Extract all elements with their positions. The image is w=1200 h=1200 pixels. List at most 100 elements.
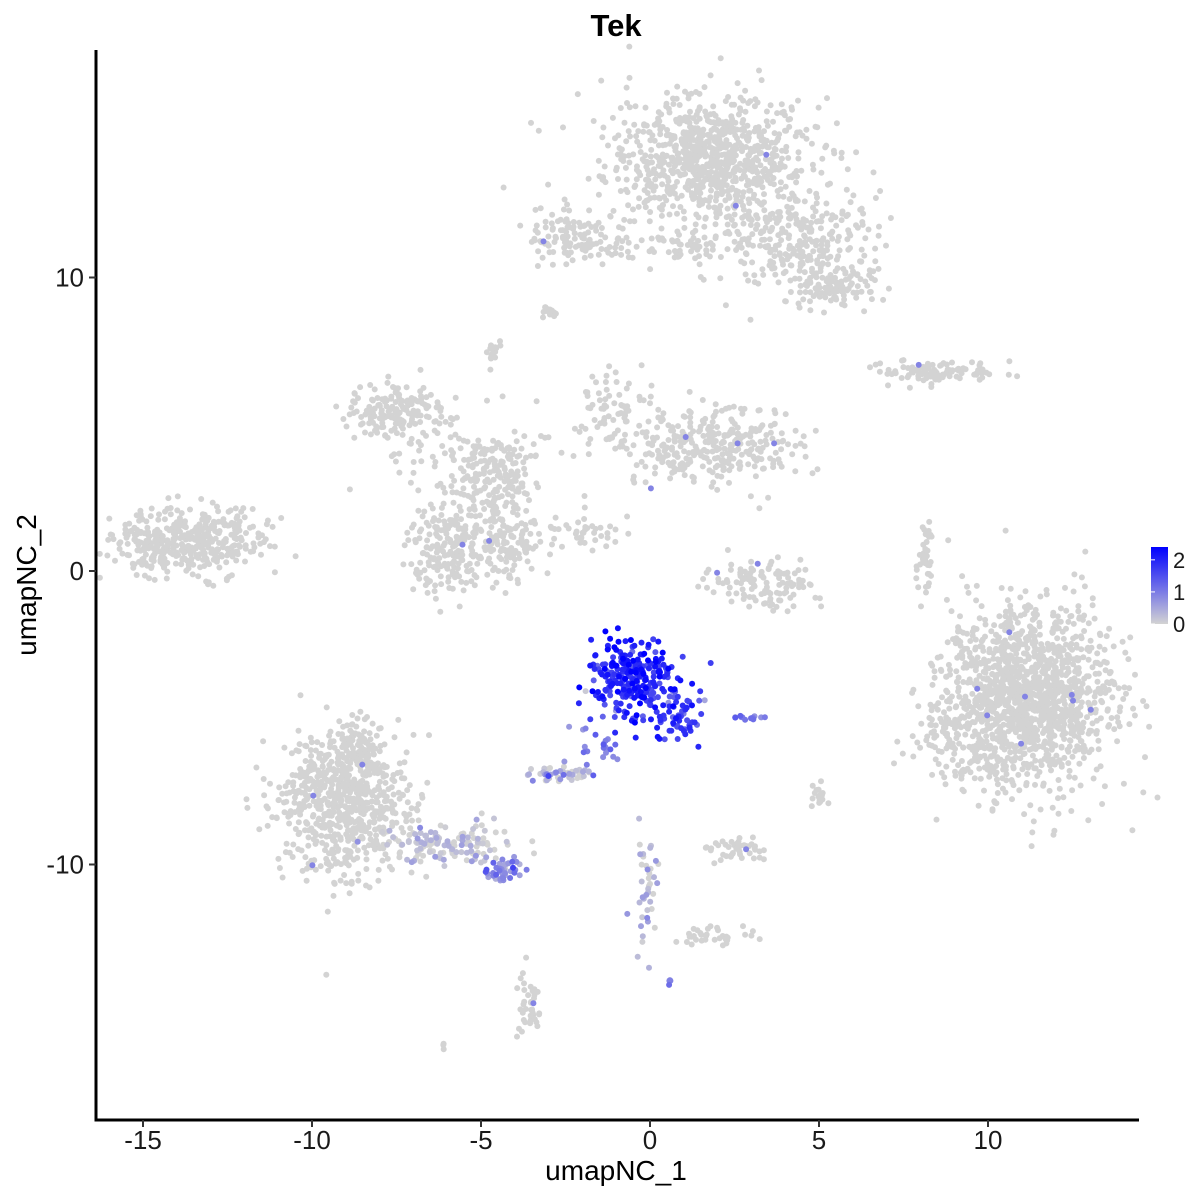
scatter-point xyxy=(1005,371,1012,378)
scatter-point xyxy=(966,649,973,656)
scatter-point xyxy=(623,186,629,193)
scatter-point xyxy=(751,175,758,182)
scatter-point xyxy=(955,688,962,695)
scatter-point xyxy=(447,434,454,441)
scatter-point xyxy=(646,129,653,136)
scatter-point xyxy=(784,608,791,615)
scatter-point xyxy=(1062,706,1069,712)
scatter-point xyxy=(785,209,792,216)
scatter-point xyxy=(692,221,699,228)
scatter-point xyxy=(927,559,934,565)
scatter-point xyxy=(540,314,546,321)
scatter-point xyxy=(742,87,749,94)
scatter-point xyxy=(771,265,778,271)
scatter-point xyxy=(746,208,752,215)
scatter-point xyxy=(636,422,643,429)
scatter-point xyxy=(828,275,835,282)
scatter-point xyxy=(1055,810,1062,817)
scatter-point xyxy=(755,455,762,462)
scatter-point xyxy=(681,464,688,471)
scatter-point xyxy=(1012,615,1019,622)
scatter-point xyxy=(362,429,368,436)
scatter-point xyxy=(197,522,203,529)
scatter-point xyxy=(475,437,482,444)
scatter-point xyxy=(651,194,658,201)
scatter-point xyxy=(929,771,936,778)
scatter-point xyxy=(817,225,824,232)
scatter-point xyxy=(464,438,471,445)
scatter-point xyxy=(1068,730,1074,737)
scatter-point xyxy=(960,365,967,372)
scatter-point xyxy=(643,158,650,165)
scatter-point xyxy=(151,576,158,583)
scatter-point xyxy=(778,446,785,453)
scatter-point xyxy=(660,410,667,417)
scatter-point xyxy=(741,167,748,174)
scatter-point xyxy=(792,442,799,449)
scatter-point xyxy=(651,121,658,128)
scatter-point xyxy=(791,247,798,254)
scatter-point xyxy=(436,420,443,427)
scatter-point xyxy=(500,184,507,191)
scatter-point xyxy=(995,758,1002,765)
scatter-point xyxy=(518,445,525,452)
scatter-point xyxy=(238,537,245,544)
scatter-point xyxy=(800,222,807,229)
scatter-point xyxy=(375,866,382,873)
scatter-point xyxy=(959,573,966,580)
scatter-point xyxy=(812,594,819,601)
scatter-point xyxy=(808,226,815,233)
scatter-point xyxy=(1027,802,1034,809)
scatter-point xyxy=(420,384,427,391)
scatter-point xyxy=(105,536,112,543)
scatter-point xyxy=(682,184,689,191)
scatter-point xyxy=(616,145,623,152)
scatter-point xyxy=(1057,605,1064,612)
scatter-point xyxy=(288,750,295,757)
scatter-point xyxy=(733,590,740,597)
scatter-point xyxy=(870,268,877,275)
scatter-point xyxy=(613,167,620,174)
scatter-point xyxy=(867,364,873,371)
scatter-point xyxy=(573,528,580,535)
scatter-point xyxy=(371,386,378,393)
scatter-point xyxy=(625,239,632,246)
scatter-point xyxy=(595,157,602,164)
scatter-point xyxy=(761,236,768,243)
scatter-point xyxy=(579,246,586,253)
scatter-point xyxy=(776,131,783,138)
scatter-point xyxy=(1089,664,1096,671)
scatter-point xyxy=(172,560,179,567)
scatter-point xyxy=(712,173,719,180)
scatter-point xyxy=(977,775,984,782)
scatter-point xyxy=(1013,650,1020,657)
scatter-point xyxy=(953,735,960,742)
scatter-point xyxy=(476,443,483,450)
scatter-point xyxy=(700,576,707,582)
scatter-point xyxy=(502,471,509,478)
scatter-point xyxy=(152,538,159,545)
scatter-point xyxy=(593,227,600,234)
scatter-point xyxy=(760,168,767,175)
scatter-point xyxy=(271,543,278,550)
scatter-point xyxy=(1040,782,1047,789)
scatter-point xyxy=(671,190,678,197)
scatter-point xyxy=(894,738,901,745)
scatter-point xyxy=(155,516,162,523)
scatter-point xyxy=(599,134,606,141)
scatter-point xyxy=(1087,637,1094,644)
scatter-point xyxy=(1075,608,1082,615)
scatter-point xyxy=(762,588,768,595)
scatter-point xyxy=(234,551,241,558)
scatter-point xyxy=(747,569,754,576)
scatter-point xyxy=(178,522,185,529)
scatter-point xyxy=(719,160,726,167)
scatter-point xyxy=(1093,728,1100,734)
scatter-point xyxy=(602,179,609,186)
scatter-point xyxy=(595,251,602,258)
scatter-point xyxy=(351,390,358,397)
scatter-point xyxy=(141,547,148,554)
scatter-point xyxy=(1023,668,1030,675)
scatter-point xyxy=(367,414,374,421)
scatter-point xyxy=(736,465,743,472)
